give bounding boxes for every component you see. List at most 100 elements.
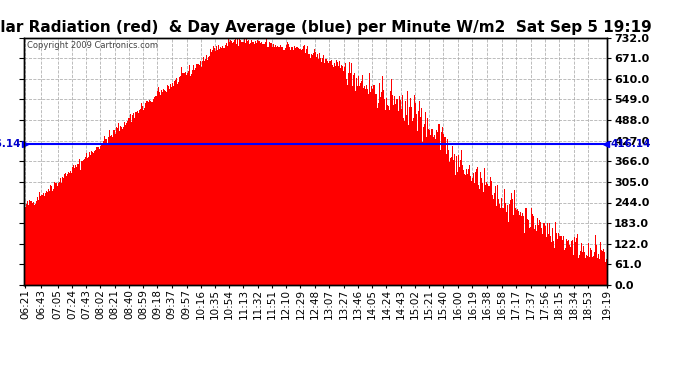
Bar xyxy=(161,90,162,285)
Bar xyxy=(177,84,178,285)
Bar xyxy=(499,204,500,285)
Bar xyxy=(441,132,442,285)
Bar xyxy=(45,191,46,285)
Bar xyxy=(438,124,439,285)
Bar xyxy=(151,102,152,285)
Bar xyxy=(191,74,193,285)
Bar xyxy=(121,127,122,285)
Bar xyxy=(166,92,167,285)
Bar xyxy=(535,219,536,285)
Bar xyxy=(181,75,182,285)
Bar xyxy=(242,42,243,285)
Bar xyxy=(260,44,261,285)
Bar xyxy=(368,94,369,285)
Bar xyxy=(112,137,113,285)
Bar xyxy=(72,167,73,285)
Bar xyxy=(134,118,135,285)
Bar xyxy=(494,194,495,285)
Bar xyxy=(486,182,487,285)
Bar xyxy=(419,101,420,285)
Bar xyxy=(143,110,144,285)
Bar xyxy=(522,213,523,285)
Bar xyxy=(479,189,480,285)
Bar xyxy=(401,108,402,285)
Bar xyxy=(285,48,286,285)
Bar xyxy=(294,46,295,285)
Bar xyxy=(322,58,323,285)
Bar xyxy=(533,216,534,285)
Bar xyxy=(105,140,106,285)
Bar xyxy=(74,168,75,285)
Bar xyxy=(561,236,562,285)
Bar xyxy=(77,164,78,285)
Bar xyxy=(104,136,105,285)
Bar xyxy=(463,170,464,285)
Bar xyxy=(383,90,384,285)
Bar xyxy=(279,45,281,285)
Bar xyxy=(225,45,226,285)
Bar xyxy=(317,54,318,285)
Bar xyxy=(536,231,538,285)
Bar xyxy=(165,91,166,285)
Bar xyxy=(416,114,417,285)
Bar xyxy=(386,98,387,285)
Bar xyxy=(221,48,222,285)
Bar xyxy=(125,125,126,285)
Bar xyxy=(425,112,426,285)
Bar xyxy=(243,42,244,285)
Bar xyxy=(170,84,171,285)
Bar xyxy=(500,192,502,285)
Bar xyxy=(402,95,403,285)
Bar xyxy=(509,206,511,285)
Bar xyxy=(566,238,567,285)
Bar xyxy=(568,240,569,285)
Bar xyxy=(523,216,524,285)
Bar xyxy=(142,106,143,285)
Bar xyxy=(291,47,292,285)
Bar xyxy=(560,236,561,285)
Bar xyxy=(220,46,221,285)
Bar xyxy=(603,249,604,285)
Bar xyxy=(480,172,481,285)
Bar xyxy=(238,46,239,285)
Bar xyxy=(53,189,54,285)
Bar xyxy=(399,96,400,285)
Bar xyxy=(518,215,520,285)
Bar xyxy=(250,40,251,285)
Bar xyxy=(378,104,379,285)
Bar xyxy=(116,127,117,285)
Bar xyxy=(534,229,535,285)
Bar xyxy=(246,39,247,285)
Bar xyxy=(454,154,455,285)
Bar xyxy=(217,47,218,285)
Bar xyxy=(472,178,473,285)
Bar xyxy=(558,233,559,285)
Bar xyxy=(237,38,238,285)
Bar xyxy=(435,139,436,285)
Bar xyxy=(40,196,41,285)
Bar xyxy=(453,160,454,285)
Bar xyxy=(261,42,262,285)
Bar xyxy=(592,257,593,285)
Bar xyxy=(543,223,544,285)
Bar xyxy=(353,75,354,285)
Bar xyxy=(325,60,326,285)
Bar xyxy=(538,225,539,285)
Bar xyxy=(73,165,74,285)
Bar xyxy=(449,162,450,285)
Bar xyxy=(334,60,335,285)
Bar xyxy=(505,203,506,285)
Bar xyxy=(318,59,319,285)
Bar xyxy=(314,49,315,285)
Bar xyxy=(146,106,147,285)
Bar xyxy=(180,76,181,285)
Bar xyxy=(411,107,412,285)
Bar xyxy=(218,45,219,285)
Bar xyxy=(348,67,349,285)
Bar xyxy=(548,231,549,285)
Bar xyxy=(598,254,599,285)
Bar xyxy=(583,246,584,285)
Bar xyxy=(258,41,259,285)
Bar xyxy=(347,85,348,285)
Bar xyxy=(451,157,452,285)
